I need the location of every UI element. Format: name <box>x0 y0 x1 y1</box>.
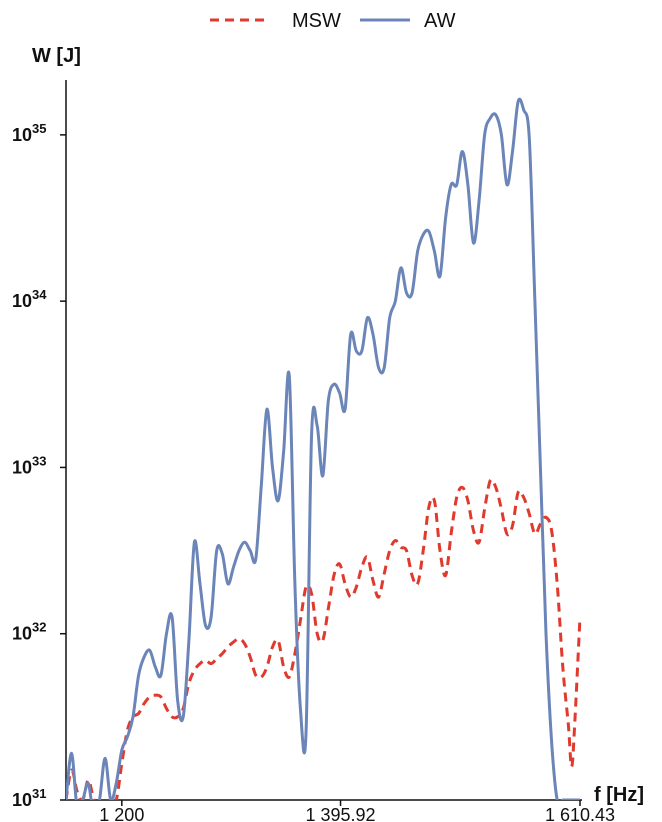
series-line-aw <box>66 97 580 800</box>
legend-label-aw: AW <box>424 10 456 32</box>
x-ticks: 1 200 1 395.92 1 610.43 <box>99 800 615 822</box>
y-ticks: 1031 1032 1033 1034 1035 <box>12 121 66 810</box>
y-tick-label: 1034 <box>12 287 47 311</box>
series-line-msw <box>66 478 582 800</box>
y-tick-label: 1033 <box>12 453 47 477</box>
legend-label-msw: MSW <box>292 10 341 32</box>
x-tick-label: 1 395.92 <box>305 805 375 822</box>
series-layer <box>66 97 582 800</box>
y-axis-title: W [J] <box>32 45 81 67</box>
legend: MSW AW <box>210 10 456 32</box>
x-tick-label: 1 610.43 <box>545 805 615 822</box>
y-tick-label: 1032 <box>12 620 47 644</box>
y-tick-label: 1031 <box>12 786 47 810</box>
y-tick-label: 1035 <box>12 121 47 145</box>
x-axis-title: f [Hz] <box>594 784 644 806</box>
x-tick-label: 1 200 <box>99 805 144 822</box>
